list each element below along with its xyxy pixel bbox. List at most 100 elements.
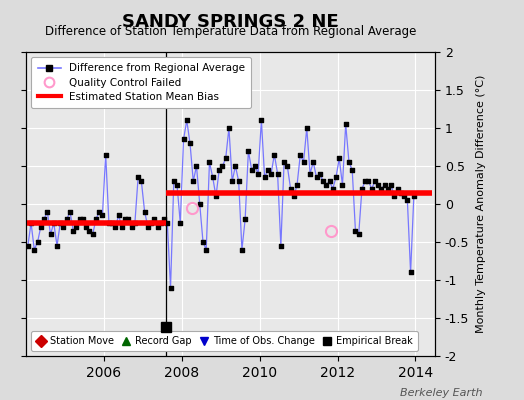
Point xyxy=(46,231,54,238)
Point xyxy=(179,136,188,142)
Point xyxy=(176,220,184,226)
Point xyxy=(72,224,81,230)
Point xyxy=(89,231,97,238)
Point xyxy=(166,284,174,291)
Point xyxy=(127,224,136,230)
Point xyxy=(95,208,103,215)
Point xyxy=(374,182,383,188)
Point xyxy=(147,220,155,226)
Point xyxy=(332,174,340,181)
Point xyxy=(370,178,379,184)
Point xyxy=(150,216,159,222)
Point xyxy=(355,231,363,238)
Point xyxy=(199,239,207,245)
Point xyxy=(287,186,295,192)
Point xyxy=(69,227,78,234)
Point xyxy=(212,193,220,200)
Point xyxy=(247,166,256,173)
Point xyxy=(205,159,214,166)
Point xyxy=(144,224,152,230)
Point xyxy=(215,166,223,173)
Point xyxy=(234,178,243,184)
Point xyxy=(238,246,246,253)
Point xyxy=(111,224,119,230)
Point xyxy=(335,155,343,162)
Y-axis label: Monthly Temperature Anomaly Difference (°C): Monthly Temperature Anomaly Difference (… xyxy=(476,75,486,333)
Point xyxy=(407,269,415,276)
Point xyxy=(27,220,35,226)
Point xyxy=(348,166,356,173)
Point xyxy=(66,208,74,215)
Point xyxy=(79,216,87,222)
Point xyxy=(37,224,45,230)
Point xyxy=(121,216,129,222)
Point xyxy=(358,186,366,192)
Point xyxy=(195,201,204,207)
Point xyxy=(387,182,395,188)
Point xyxy=(34,239,42,245)
Point xyxy=(170,178,178,184)
Point xyxy=(339,182,347,188)
Point xyxy=(124,216,133,222)
Point xyxy=(277,242,285,249)
Text: Berkeley Earth: Berkeley Earth xyxy=(400,388,482,398)
Point xyxy=(182,117,191,124)
Point xyxy=(351,227,359,234)
Point xyxy=(283,163,291,169)
Point xyxy=(325,178,334,184)
Point xyxy=(293,182,301,188)
Title: SANDY SPRINGS 2 NE: SANDY SPRINGS 2 NE xyxy=(122,13,339,31)
Point xyxy=(154,224,162,230)
Point xyxy=(92,216,100,222)
Point xyxy=(189,178,198,184)
Point xyxy=(394,186,402,192)
Point xyxy=(163,220,171,226)
Point xyxy=(192,163,201,169)
Point xyxy=(257,117,266,124)
Point xyxy=(380,182,389,188)
Point xyxy=(209,174,217,181)
Point xyxy=(244,148,253,154)
Point xyxy=(102,151,110,158)
Point xyxy=(364,178,373,184)
Point xyxy=(24,242,32,249)
Point xyxy=(322,182,331,188)
Point xyxy=(160,216,168,222)
Point xyxy=(231,163,239,169)
Point xyxy=(40,216,48,222)
Point xyxy=(140,208,149,215)
Point xyxy=(280,159,288,166)
Point xyxy=(105,220,113,226)
Point xyxy=(296,151,304,158)
Point xyxy=(98,212,106,218)
Point xyxy=(299,159,308,166)
Point xyxy=(225,125,233,131)
Point xyxy=(342,121,350,127)
Point xyxy=(186,140,194,146)
Point xyxy=(222,155,230,162)
Point xyxy=(274,170,282,177)
Point xyxy=(137,178,146,184)
Point xyxy=(270,151,279,158)
Point xyxy=(254,170,263,177)
Point xyxy=(202,246,211,253)
Point xyxy=(59,224,68,230)
Point xyxy=(390,193,399,200)
Point xyxy=(43,208,51,215)
Legend: Station Move, Record Gap, Time of Obs. Change, Empirical Break: Station Move, Record Gap, Time of Obs. C… xyxy=(31,332,418,351)
Point xyxy=(118,224,126,230)
Point xyxy=(241,216,249,222)
Point xyxy=(306,170,314,177)
Point xyxy=(219,163,227,169)
Point xyxy=(319,178,327,184)
Point xyxy=(30,246,38,253)
Point xyxy=(361,178,369,184)
Point xyxy=(309,159,318,166)
Point xyxy=(250,163,259,169)
Point xyxy=(329,186,337,192)
Point xyxy=(108,220,116,226)
Point xyxy=(264,166,272,173)
Point xyxy=(130,220,139,226)
Point xyxy=(85,227,94,234)
Point xyxy=(345,159,353,166)
